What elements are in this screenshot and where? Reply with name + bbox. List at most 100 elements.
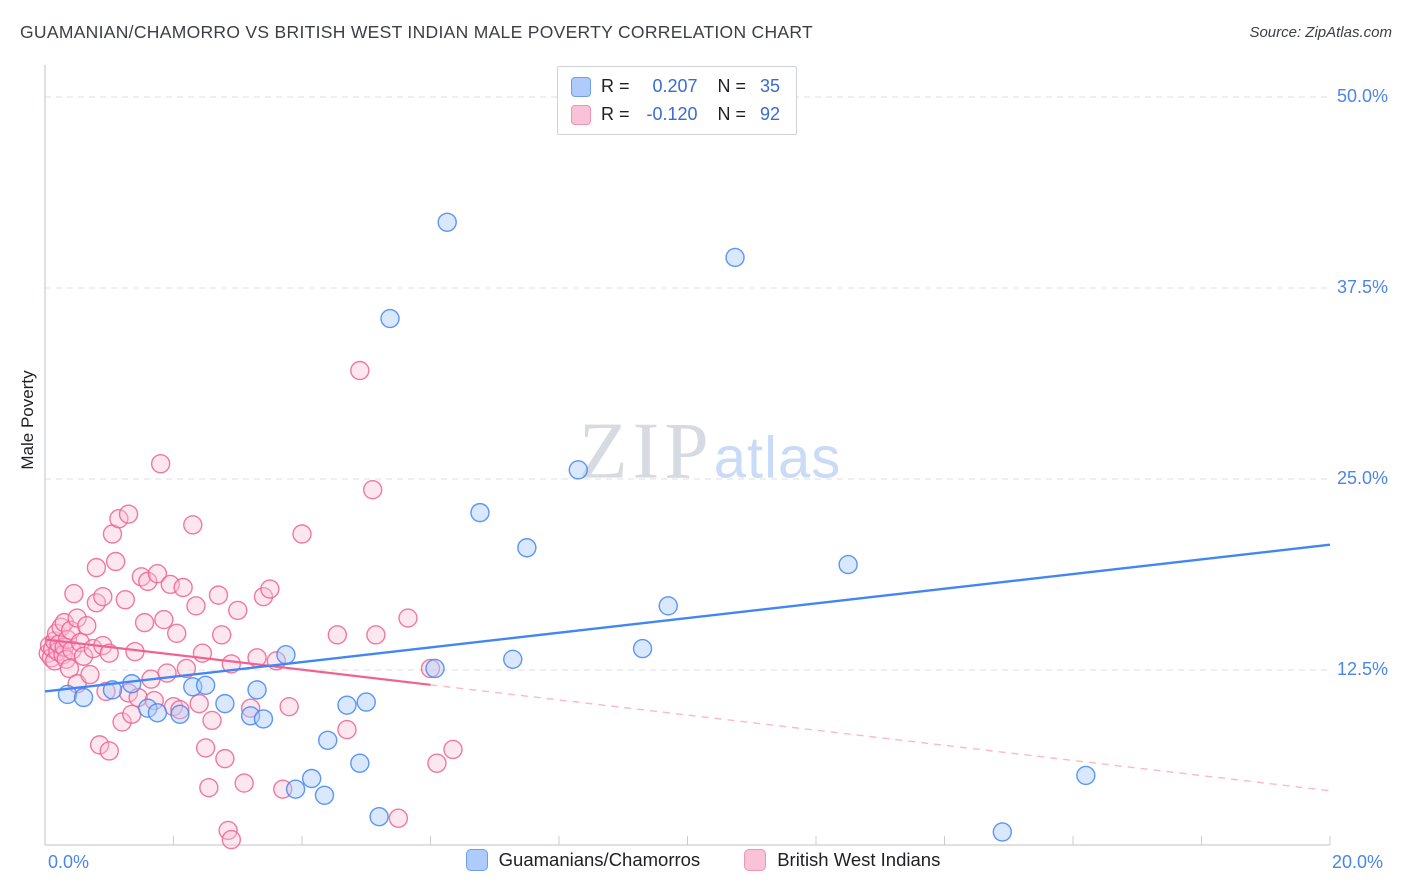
scatter-point-british-west-indians[interactable] xyxy=(420,658,441,679)
legend-swatch-guamanians xyxy=(465,849,488,871)
scatter-point-british-west-indians[interactable] xyxy=(99,643,119,663)
scatter-point-british-west-indians[interactable] xyxy=(350,360,370,381)
scatter-point-guamanians-chamorros[interactable] xyxy=(253,709,274,729)
scatter-point-british-west-indians[interactable] xyxy=(99,741,119,761)
scatter-point-british-west-indians[interactable] xyxy=(89,735,110,755)
r-value: 0.207 xyxy=(652,76,698,96)
scatter-point-british-west-indians[interactable] xyxy=(366,625,386,645)
scatter-point-guamanians-chamorros[interactable] xyxy=(380,308,400,329)
scatter-point-british-west-indians[interactable] xyxy=(109,509,129,529)
scatter-point-guamanians-chamorros[interactable] xyxy=(470,502,490,523)
scatter-point-british-west-indians[interactable] xyxy=(221,829,242,850)
x-axis-max-label: 20.0% xyxy=(1332,852,1384,872)
scatter-point-guamanians-chamorros[interactable] xyxy=(1076,765,1096,786)
scatter-point-british-west-indians[interactable] xyxy=(292,524,312,544)
scatter-point-british-west-indians[interactable] xyxy=(64,583,84,604)
scatter-point-british-west-indians[interactable] xyxy=(77,615,97,636)
n-label: N = xyxy=(717,76,747,96)
r-value: -0.120 xyxy=(646,104,698,124)
scatter-point-guamanians-chamorros[interactable] xyxy=(147,703,168,723)
scatter-point-guamanians-chamorros[interactable] xyxy=(285,779,306,799)
scatter-point-british-west-indians[interactable] xyxy=(221,654,242,674)
scatter-point-british-west-indians[interactable] xyxy=(134,612,155,633)
scatter-point-british-west-indians[interactable] xyxy=(80,664,100,685)
scatter-point-guamanians-chamorros[interactable] xyxy=(314,785,335,805)
scatter-point-british-west-indians[interactable] xyxy=(67,608,87,628)
legend-label-guamanians: Guamanians/Chamorros xyxy=(498,849,701,870)
scatter-point-british-west-indians[interactable] xyxy=(93,586,113,607)
scatter-point-british-west-indians[interactable] xyxy=(186,596,206,616)
scatter-point-british-west-indians[interactable] xyxy=(154,609,174,630)
scatter-point-guamanians-chamorros[interactable] xyxy=(356,692,376,712)
scatter-point-guamanians-chamorros[interactable] xyxy=(73,687,94,708)
scatter-point-guamanians-chamorros[interactable] xyxy=(350,753,370,773)
scatter-point-guamanians-chamorros[interactable] xyxy=(369,806,389,827)
scatter-point-british-west-indians[interactable] xyxy=(86,557,107,578)
scatter-point-british-west-indians[interactable] xyxy=(96,681,116,702)
scatter-point-guamanians-chamorros[interactable] xyxy=(517,538,537,558)
scatter-point-british-west-indians[interactable] xyxy=(147,564,168,584)
scatter-point-british-west-indians[interactable] xyxy=(167,623,187,644)
stats-row-guamanians: R = 0.207 N = 35 xyxy=(571,76,780,97)
scatter-point-british-west-indians[interactable] xyxy=(362,479,383,500)
r-label: R = xyxy=(601,104,630,124)
scatter-point-british-west-indians[interactable] xyxy=(240,698,261,718)
scatter-point-guamanians-chamorros[interactable] xyxy=(632,638,653,659)
scatter-point-british-west-indians[interactable] xyxy=(183,515,203,535)
scatter-point-british-west-indians[interactable] xyxy=(150,454,171,474)
scatter-point-british-west-indians[interactable] xyxy=(118,504,139,524)
scatter-point-guamanians-chamorros[interactable] xyxy=(247,680,267,700)
legend-item-british-west-indians: British West Indians xyxy=(744,849,940,871)
scatter-point-guamanians-chamorros[interactable] xyxy=(838,554,858,575)
scatter-point-british-west-indians[interactable] xyxy=(122,704,142,725)
scatter-point-british-west-indians[interactable] xyxy=(337,719,357,740)
scatter-point-guamanians-chamorros[interactable] xyxy=(138,698,158,718)
scatter-point-guamanians-chamorros[interactable] xyxy=(318,730,338,750)
scatter-point-british-west-indians[interactable] xyxy=(228,600,248,621)
scatter-point-guamanians-chamorros[interactable] xyxy=(503,649,523,670)
scatter-point-british-west-indians[interactable] xyxy=(388,808,409,828)
legend-label-british-west-indians: British West Indians xyxy=(777,849,941,870)
scatter-point-british-west-indians[interactable] xyxy=(176,658,197,679)
scatter-point-british-west-indians[interactable] xyxy=(208,585,229,605)
scatter-point-guamanians-chamorros[interactable] xyxy=(437,212,457,232)
scatter-point-british-west-indians[interactable] xyxy=(234,773,254,793)
scatter-point-british-west-indians[interactable] xyxy=(199,777,219,798)
scatter-point-british-west-indians[interactable] xyxy=(211,625,232,645)
scatter-point-british-west-indians[interactable] xyxy=(253,586,274,607)
legend-swatch-british-west-indians xyxy=(744,849,767,871)
scatter-point-guamanians-chamorros[interactable] xyxy=(337,695,357,715)
scatter-point-british-west-indians[interactable] xyxy=(144,690,164,711)
scatter-point-british-west-indians[interactable] xyxy=(73,646,94,666)
scatter-point-british-west-indians[interactable] xyxy=(170,700,190,720)
scatter-point-guamanians-chamorros[interactable] xyxy=(568,460,588,480)
scatter-point-british-west-indians[interactable] xyxy=(443,739,463,760)
scatter-point-british-west-indians[interactable] xyxy=(260,579,280,599)
scatter-point-guamanians-chamorros[interactable] xyxy=(725,247,745,268)
scatter-point-british-west-indians[interactable] xyxy=(202,710,222,731)
scatter-point-british-west-indians[interactable] xyxy=(138,571,158,592)
scatter-point-british-west-indians[interactable] xyxy=(327,625,348,645)
scatter-point-guamanians-chamorros[interactable] xyxy=(122,674,142,694)
scatter-point-guamanians-chamorros[interactable] xyxy=(658,596,678,616)
scatter-point-british-west-indians[interactable] xyxy=(427,753,447,773)
scatter-point-british-west-indians[interactable] xyxy=(115,590,136,610)
scatter-point-british-west-indians[interactable] xyxy=(173,577,193,598)
scatter-point-british-west-indians[interactable] xyxy=(112,712,132,732)
y-tick-12-5: 12.5% xyxy=(1337,659,1389,679)
scatter-point-guamanians-chamorros[interactable] xyxy=(425,658,445,679)
scatter-point-british-west-indians[interactable] xyxy=(279,696,299,717)
scatter-point-guamanians-chamorros[interactable] xyxy=(276,645,296,665)
scatter-point-british-west-indians[interactable] xyxy=(189,693,209,714)
scatter-point-british-west-indians[interactable] xyxy=(398,608,418,628)
scatter-point-guamanians-chamorros[interactable] xyxy=(215,693,235,714)
scatter-point-british-west-indians[interactable] xyxy=(195,738,216,758)
scatter-point-british-west-indians[interactable] xyxy=(105,551,126,572)
legend-swatch-blue xyxy=(571,76,591,97)
scatter-point-british-west-indians[interactable] xyxy=(215,748,235,769)
scatter-point-guamanians-chamorros[interactable] xyxy=(170,704,190,725)
scatter-point-guamanians-chamorros[interactable] xyxy=(992,822,1013,842)
scatter-point-guamanians-chamorros[interactable] xyxy=(195,675,216,695)
scatter-point-guamanians-chamorros[interactable] xyxy=(301,768,322,789)
